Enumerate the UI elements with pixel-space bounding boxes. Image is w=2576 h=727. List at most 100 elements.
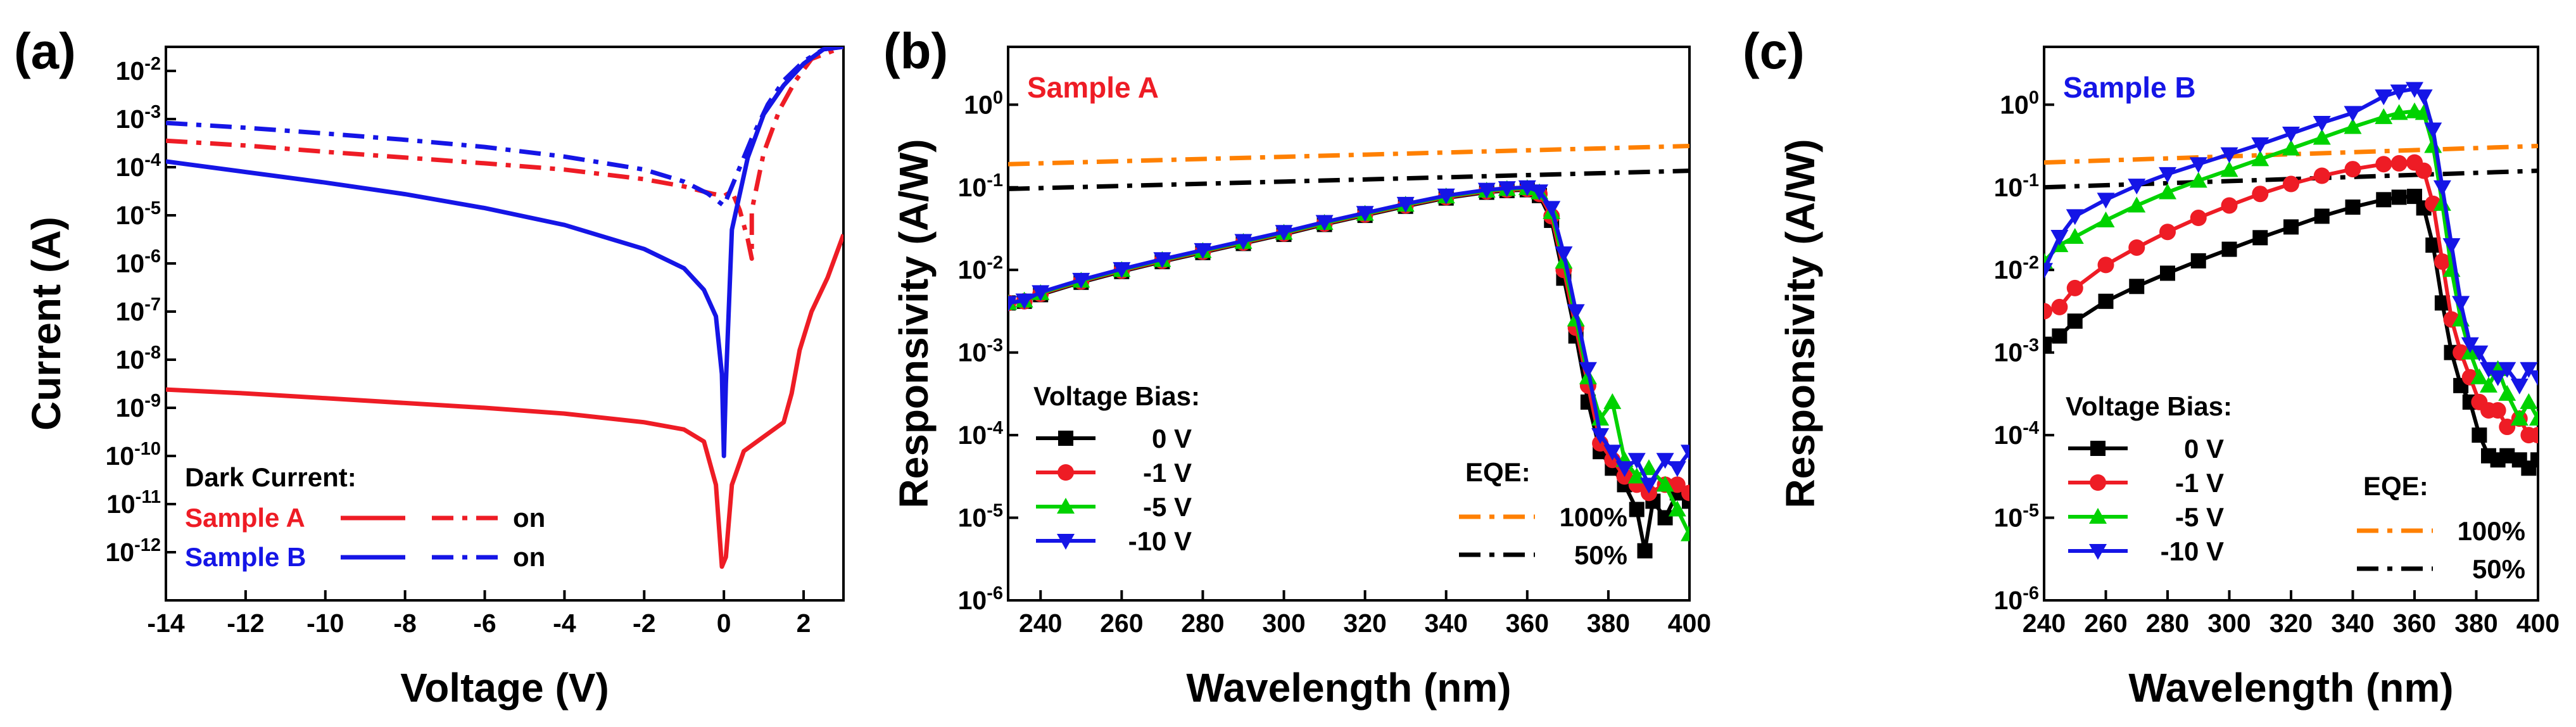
legend-marker — [2090, 474, 2106, 491]
eqe-line — [2044, 168, 2538, 190]
legend-title: Dark Current: — [185, 462, 357, 492]
panel-label: (a) — [14, 23, 76, 79]
x-tick-label: 320 — [1343, 609, 1386, 638]
data-point — [1603, 445, 1622, 461]
data-point — [2520, 393, 2538, 409]
y-tick-label: 10-4 — [116, 150, 161, 182]
y-tick-label: 10-3 — [116, 102, 161, 134]
data-point — [1669, 476, 1686, 493]
y-tick-label: 100 — [2000, 87, 2039, 119]
legend-label: Sample A — [185, 503, 305, 533]
y-tick-label: 10-3 — [958, 336, 1003, 367]
data-point — [2344, 106, 2362, 122]
data-point — [1234, 234, 1253, 250]
y-tick-label: 10-5 — [1994, 501, 2039, 533]
panel-title: Sample A — [1027, 71, 1159, 104]
data-point — [1032, 285, 1050, 301]
x-tick-label: 300 — [2207, 609, 2251, 638]
data-point — [2499, 419, 2516, 436]
data-point — [1579, 362, 1597, 378]
data-point — [2415, 162, 2432, 179]
data-point — [1668, 461, 1686, 477]
data-point — [1681, 484, 1689, 502]
y-tick-label: 10-5 — [958, 501, 1003, 533]
x-tick-label: -4 — [553, 609, 576, 638]
y-tick-label: 100 — [964, 87, 1003, 119]
data-point — [1639, 477, 1658, 494]
data-point — [1567, 304, 1585, 320]
panel-a: (a) -14 -12 -10 -8 -6 -4 -2 0 2 10-12 10-11 10-10 10-… — [14, 23, 845, 711]
data-point — [2480, 376, 2497, 393]
data-point — [2520, 362, 2538, 378]
eqe-legend-label: 50% — [1574, 540, 1627, 570]
panel-b: (b) Sample A 240 260 280 300 320 340 360 380 400 10… — [883, 23, 1711, 711]
eqe-legend: EQE: 100% 50% — [2357, 471, 2525, 584]
x-tick-label: 340 — [1425, 609, 1468, 638]
panel-label: (b) — [883, 23, 948, 79]
legend-marker — [2090, 441, 2106, 456]
plot-frame — [1007, 46, 1691, 602]
data-point — [2424, 122, 2442, 139]
data-point — [2190, 253, 2206, 269]
x-tick-label: 380 — [1587, 609, 1630, 638]
x-axis-title: Wavelength (nm) — [2128, 665, 2453, 711]
data-point — [2067, 313, 2083, 329]
data-point — [2498, 362, 2516, 378]
data-point — [2433, 180, 2451, 196]
data-point — [2251, 137, 2270, 153]
legend-label: -10 V — [1128, 526, 1192, 556]
plot-area — [1008, 144, 1689, 559]
y-tick-label: 10-2 — [116, 54, 161, 85]
x-tick-label: -12 — [227, 609, 264, 638]
y-tick-label: 10-6 — [116, 246, 161, 278]
data-point — [2529, 410, 2538, 426]
data-point — [2282, 126, 2300, 142]
legend-marker — [1058, 431, 1073, 446]
data-point — [2220, 147, 2238, 163]
data-point — [2098, 293, 2114, 309]
data-point — [2282, 139, 2300, 156]
data-point — [2390, 155, 2408, 172]
data-point — [2052, 328, 2068, 344]
data-point — [2097, 211, 2115, 227]
data-point — [2190, 210, 2207, 227]
data-point — [1518, 180, 1536, 196]
y-axis-title: Responsivity (A/W) — [891, 139, 937, 508]
data-point — [2051, 298, 2068, 315]
data-point — [2128, 196, 2146, 213]
data-point — [2530, 427, 2538, 444]
data-point — [2434, 253, 2451, 270]
legend: Voltage Bias: 0 V -1 V -5 V -10 V — [1033, 381, 1200, 556]
legend-marker — [2089, 544, 2107, 560]
data-point — [2221, 241, 2237, 257]
legend-marker — [1058, 464, 1074, 481]
data-point — [2313, 167, 2330, 184]
data-point — [2530, 452, 2538, 468]
y-tick-label: 10-2 — [958, 253, 1003, 284]
data-point — [2375, 108, 2393, 124]
data-point — [1015, 293, 1033, 310]
y-tick-label: 10-11 — [106, 487, 161, 519]
eqe-legend: EQE: 100% 50% — [1459, 457, 1627, 570]
data-point — [2050, 230, 2069, 246]
y-tick-label: 10-6 — [1994, 583, 2039, 615]
x-axis-title: Wavelength (nm) — [1186, 665, 1511, 711]
panel-label: (c) — [1743, 23, 1805, 79]
eqe-line — [1008, 168, 1689, 191]
y-tick-label: 10-2 — [1994, 253, 2039, 284]
data-point — [2044, 336, 2052, 352]
data-point — [2160, 265, 2175, 281]
data-point — [2489, 401, 2506, 419]
data-point — [2129, 279, 2145, 294]
data-point — [2313, 129, 2331, 145]
data-point — [2159, 183, 2176, 199]
data-point — [2344, 118, 2362, 134]
eqe-legend-label: 100% — [1560, 502, 1627, 532]
data-point — [1072, 272, 1090, 289]
data-point — [2128, 239, 2145, 256]
legend-marker — [1057, 534, 1075, 550]
eqe-line — [1008, 144, 1689, 167]
series-line — [166, 47, 843, 208]
y-axis-title: Current (A) — [23, 217, 69, 431]
data-point — [2128, 179, 2146, 195]
